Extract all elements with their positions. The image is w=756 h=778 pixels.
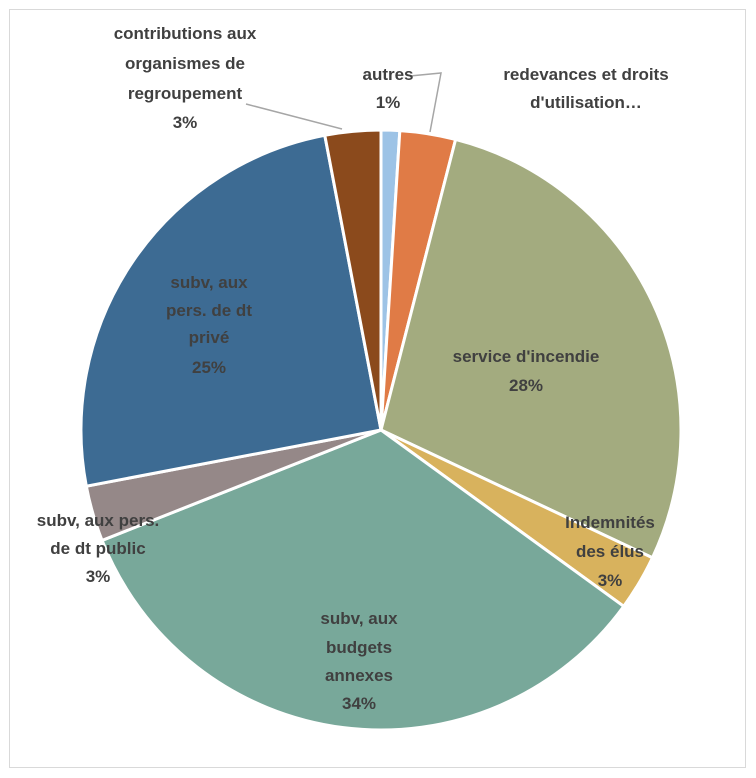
- pie-slice-5: [100, 428, 626, 732]
- slice-category-label: pers. de dt: [166, 301, 252, 320]
- slice-category-label: subv, aux: [170, 273, 248, 292]
- slice-percent-label: 28%: [509, 376, 543, 395]
- slice-percent-label: 3%: [86, 567, 111, 586]
- slice-category-label: subv, aux pers.: [37, 511, 160, 530]
- slice-percent-label: 3%: [598, 571, 623, 590]
- slice-category-label: d'utilisation…: [530, 93, 642, 112]
- slice-category-label: annexes: [325, 666, 393, 685]
- slice-category-label: privé: [189, 328, 230, 347]
- slice-category-label: des élus: [576, 542, 644, 561]
- slice-category-label: redevances et droits: [503, 65, 668, 84]
- leader-line: [409, 72, 442, 133]
- slice-category-label: de dt public: [50, 539, 145, 558]
- slice-category-label: Indemnités: [565, 513, 655, 532]
- slice-percent-label: 1%: [376, 93, 401, 112]
- pie-slice-3: [379, 137, 683, 560]
- slice-percent-label: 25%: [192, 358, 226, 377]
- slice-category-label: autres: [362, 65, 413, 84]
- slice-category-label: contributions aux: [114, 24, 257, 43]
- pie-slice-8: [323, 128, 383, 431]
- slice-percent-label: 34%: [342, 694, 376, 713]
- slice-percent-label: 3%: [173, 113, 198, 132]
- slice-category-label: budgets: [326, 638, 392, 657]
- slice-category-label: regroupement: [128, 84, 243, 103]
- pie-slice-7: [79, 133, 383, 488]
- slice-category-label: service d'incendie: [453, 347, 600, 366]
- slice-category-label: subv, aux: [320, 609, 398, 628]
- slice-category-label: organismes de: [125, 54, 245, 73]
- leader-line: [245, 103, 343, 130]
